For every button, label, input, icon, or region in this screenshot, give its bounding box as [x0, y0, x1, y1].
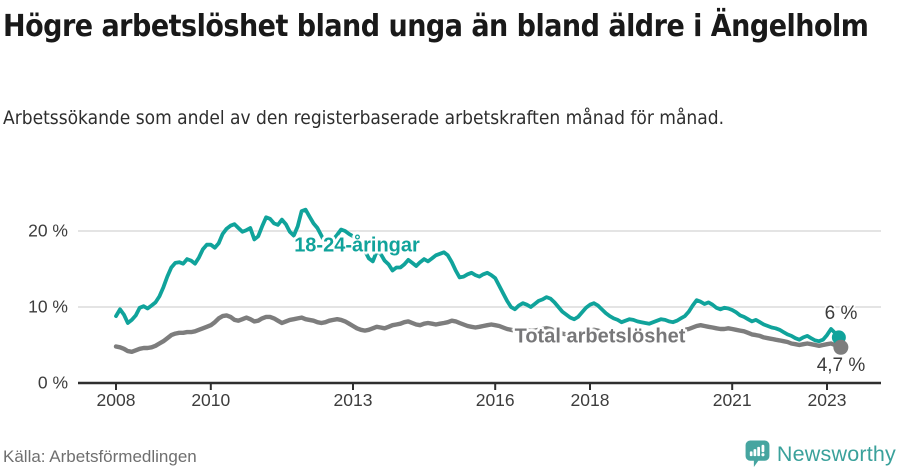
x-tick-label: 2018 [570, 390, 610, 410]
x-tick-label: 2013 [333, 390, 373, 410]
end-value-total: 4,7 % [816, 355, 866, 376]
line-total [113, 313, 842, 354]
newsworthy-logo: Newsworthy [745, 438, 896, 470]
end-value-young: 6 % [824, 303, 858, 324]
series-label-total: Total arbetslöshet [514, 325, 686, 348]
x-tick-label: 2010 [191, 390, 231, 410]
end-dot-total [833, 339, 849, 355]
chart-title: Högre arbetslöshet bland unga än bland ä… [3, 9, 869, 44]
x-tick-label: 2008 [96, 390, 136, 410]
y-tick-label: 0 % [37, 372, 68, 393]
line-young [114, 207, 841, 344]
x-tick-label: 2021 [712, 390, 752, 410]
chart-subtitle: Arbetssökande som andel av den registerb… [3, 107, 725, 129]
newsworthy-bubble-chart-icon [745, 440, 770, 467]
y-tick-label: 10 % [28, 296, 68, 317]
newsworthy-wordmark: Newsworthy [776, 441, 896, 466]
series-label-young: 18-24-åringar [294, 234, 420, 257]
x-tick-label: 2023 [807, 390, 847, 410]
x-tick-label: 2016 [475, 390, 515, 410]
source-note: Källa: Arbetsförmedlingen [3, 447, 197, 466]
y-tick-label: 20 % [28, 220, 68, 241]
